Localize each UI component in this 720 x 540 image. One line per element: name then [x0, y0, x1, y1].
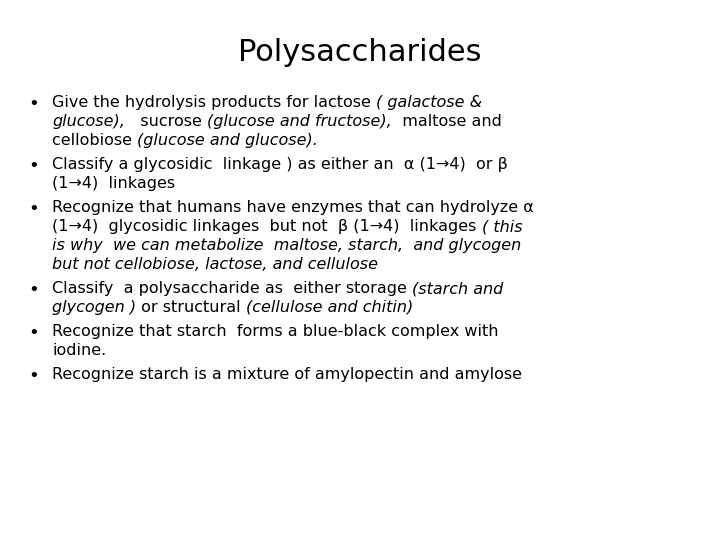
Text: •: •	[28, 367, 39, 385]
Text: Recognize starch is a mixture of amylopectin and amylose: Recognize starch is a mixture of amylope…	[52, 367, 522, 382]
Text: glucose),: glucose),	[52, 114, 125, 129]
Text: •: •	[28, 281, 39, 299]
Text: Recognize that starch  forms a blue-black complex with: Recognize that starch forms a blue-black…	[52, 324, 498, 339]
Text: •: •	[28, 95, 39, 113]
Text: (starch and: (starch and	[412, 281, 503, 296]
Text: Polysaccharides: Polysaccharides	[238, 38, 482, 67]
Text: iodine.: iodine.	[52, 343, 107, 358]
Text: •: •	[28, 324, 39, 342]
Text: (cellulose and chitin): (cellulose and chitin)	[246, 300, 413, 315]
Text: •: •	[28, 157, 39, 175]
Text: Recognize that humans have enzymes that can hydrolyze α: Recognize that humans have enzymes that …	[52, 200, 534, 215]
Text: (1→4)  linkages: (1→4) linkages	[52, 176, 175, 191]
Text: but not cellobiose, lactose, and cellulose: but not cellobiose, lactose, and cellulo…	[52, 257, 378, 272]
Text: sucrose: sucrose	[125, 114, 207, 129]
Text: is why  we can metabolize  maltose, starch,  and glycogen: is why we can metabolize maltose, starch…	[52, 238, 521, 253]
Text: cellobiose: cellobiose	[52, 133, 137, 148]
Text: maltose and: maltose and	[392, 114, 502, 129]
Text: glycogen ): glycogen )	[52, 300, 136, 315]
Text: (glucose and glucose).: (glucose and glucose).	[137, 133, 318, 148]
Text: •: •	[28, 200, 39, 218]
Text: Give the hydrolysis products for lactose: Give the hydrolysis products for lactose	[52, 95, 376, 110]
Text: Classify a glycosidic  linkage ) as either an  α (1→4)  or β: Classify a glycosidic linkage ) as eithe…	[52, 157, 508, 172]
Text: Classify  a polysaccharide as  either storage: Classify a polysaccharide as either stor…	[52, 281, 412, 296]
Text: (1→4)  glycosidic linkages  but not  β (1→4)  linkages: (1→4) glycosidic linkages but not β (1→4…	[52, 219, 482, 234]
Text: (glucose and fructose),: (glucose and fructose),	[207, 114, 392, 129]
Text: ( this: ( this	[482, 219, 522, 234]
Text: or structural: or structural	[136, 300, 246, 315]
Text: ( galactose &: ( galactose &	[376, 95, 482, 110]
